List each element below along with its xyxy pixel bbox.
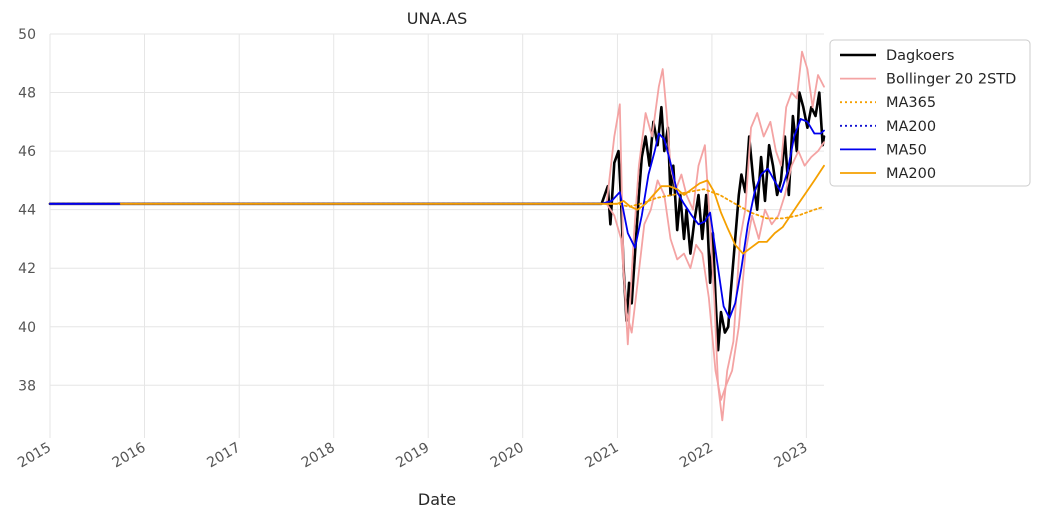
chart-title: UNA.AS [407, 9, 468, 28]
y-tick-label: 44 [18, 203, 36, 219]
legend-box [829, 39, 1031, 187]
series-dagkoers-line [48, 91, 826, 352]
series-ma200-line [119, 164, 825, 255]
legend-label: MA50 [886, 142, 927, 158]
legend-label: MA365 [886, 95, 936, 111]
plot-area [48, 50, 826, 422]
y-tick-label: 46 [18, 144, 36, 160]
x-axis-label: Date [418, 490, 456, 509]
y-axis: 38 40 42 44 46 48 50 [18, 27, 36, 394]
legend: Dagkoers Bollinger 20 2STD MA365 MA200 MA50 M… [829, 39, 1031, 187]
series-bollinger-20-2std-line [49, 50, 825, 422]
y-tick-label: 48 [18, 86, 36, 102]
legend-label: Dagkoers [886, 48, 954, 64]
y-tick-label: 38 [18, 378, 36, 394]
y-tick-label: 42 [18, 261, 36, 277]
y-tick-label: 50 [18, 27, 36, 43]
legend-label: MA200 [886, 166, 936, 182]
y-tick-label: 40 [18, 320, 36, 336]
legend-label: MA200 [886, 119, 936, 135]
series-bollinger-20-2std-line [605, 141, 825, 401]
legend-label: Bollinger 20 2STD [886, 72, 1016, 88]
series-ma50-line [49, 118, 825, 319]
